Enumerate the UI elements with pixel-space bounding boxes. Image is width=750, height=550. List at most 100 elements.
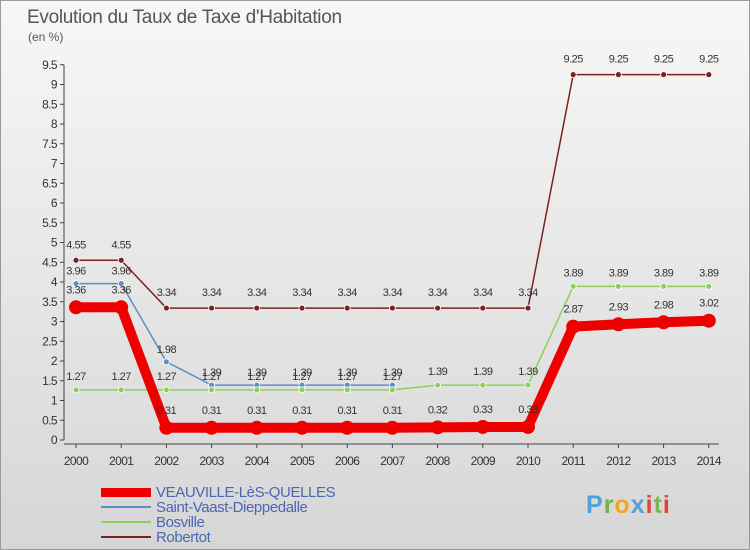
- data-point: [660, 282, 667, 290]
- data-point: [298, 386, 306, 394]
- x-tick-label: 2014: [697, 454, 722, 468]
- data-point: [615, 282, 622, 290]
- data-label: 1.39: [518, 366, 538, 378]
- data-label: 1.39: [428, 366, 448, 378]
- data-label: 9.25: [563, 54, 583, 66]
- y-tick-label: 8: [51, 117, 58, 131]
- x-tick-label: 2012: [606, 454, 631, 468]
- y-tick-label: 4.5: [42, 255, 58, 269]
- data-label: 0.31: [247, 405, 267, 417]
- data-label: 3.96: [66, 266, 86, 278]
- data-label: 0.31: [157, 405, 177, 417]
- data-point: [69, 300, 83, 315]
- data-label: 1.27: [292, 371, 312, 383]
- y-tick-label: 6: [51, 196, 58, 210]
- x-tick-label: 2001: [109, 454, 134, 468]
- data-point: [701, 313, 716, 328]
- data-point: [569, 71, 577, 79]
- data-point: [656, 315, 671, 330]
- data-label: 1.27: [202, 371, 222, 383]
- data-label: 4.55: [66, 239, 86, 251]
- x-tick-label: 2004: [245, 454, 270, 468]
- data-label: 3.34: [518, 287, 538, 299]
- y-tick-label: 5.5: [42, 216, 58, 230]
- data-point: [298, 304, 306, 312]
- data-label: 2.98: [654, 299, 674, 311]
- data-point: [117, 256, 125, 264]
- series-0: 3.36 3.36 0.31 0.31 0.31 0.31 0.31 0.31 0.32 0.33…: [66, 284, 719, 435]
- data-point: [162, 358, 170, 366]
- legend-label: VEAUVILLE-LèS-QUELLES: [156, 484, 336, 501]
- legend-label: Saint-Vaast-Dieppedalle: [156, 499, 308, 516]
- y-tick-label: 4: [51, 275, 58, 289]
- data-label: 3.34: [202, 287, 222, 299]
- data-point: [249, 420, 264, 435]
- x-tick-label: 2002: [154, 454, 179, 468]
- data-label: 0.31: [383, 405, 403, 417]
- data-point: [162, 386, 170, 394]
- data-label: 9.25: [609, 54, 629, 66]
- data-point: [208, 304, 216, 312]
- y-tick-label: 7.5: [42, 137, 58, 151]
- data-label: 1.39: [247, 367, 267, 379]
- legend-label: Robertot: [156, 529, 211, 546]
- data-label: 0.32: [428, 404, 448, 416]
- chart-title: Evolution du Taux de Taxe d'Habitation: [27, 7, 342, 28]
- data-label: 3.34: [337, 287, 357, 299]
- data-point: [159, 420, 174, 435]
- data-label: 1.39: [292, 367, 312, 379]
- data-point: [524, 304, 532, 312]
- data-label: 1.98: [157, 344, 177, 356]
- data-point: [72, 280, 80, 287]
- legend-swatch: [101, 506, 151, 508]
- data-point: [705, 71, 713, 79]
- data-point: [343, 386, 351, 394]
- data-label: 1.39: [337, 367, 357, 379]
- data-point: [521, 419, 535, 434]
- legend-swatch: [101, 487, 151, 497]
- series-2: 1.27 1.27 1.27 1.27 1.27 1.27 1.27 1.27 1.39 1.39…: [66, 267, 719, 394]
- data-label: 2.87: [563, 304, 583, 316]
- data-point: [569, 282, 577, 290]
- y-tick-label: 6.5: [42, 176, 58, 190]
- y-tick-label: 1.5: [42, 374, 58, 388]
- y-tick-label: 9: [51, 78, 58, 92]
- data-point: [340, 420, 355, 435]
- data-label: 1.39: [473, 366, 493, 378]
- x-tick-label: 2011: [561, 454, 585, 468]
- y-tick-label: 5: [51, 236, 58, 250]
- data-label: 1.27: [157, 371, 177, 383]
- data-label: 0.31: [337, 405, 357, 417]
- data-label: 1.27: [111, 371, 131, 383]
- y-tick-label: 3: [51, 315, 58, 329]
- y-tick-label: 2: [51, 354, 58, 368]
- unit-label: (en %): [28, 30, 64, 44]
- y-tick-label: 0.5: [42, 413, 58, 427]
- data-label: 4.55: [111, 239, 131, 251]
- data-point: [117, 386, 125, 394]
- data-label: 1.39: [383, 367, 403, 379]
- data-point: [388, 304, 396, 312]
- data-point: [114, 300, 129, 315]
- series-1: 3.96 3.96 1.98 1.39 1.39 1.39 1.39 1.39: [66, 266, 403, 389]
- data-point: [117, 280, 125, 287]
- x-tick-label: 2013: [651, 454, 676, 468]
- data-point: [566, 319, 581, 334]
- data-label: 3.34: [157, 287, 177, 299]
- data-label: 3.96: [111, 266, 131, 278]
- data-label: 3.89: [699, 267, 719, 279]
- data-point: [208, 386, 216, 394]
- x-tick-label: 2008: [425, 454, 450, 468]
- data-point: [611, 317, 626, 332]
- data-point: [388, 386, 396, 394]
- data-point: [479, 381, 487, 389]
- data-label: 1.27: [66, 371, 86, 383]
- data-label: 0.33: [518, 404, 538, 416]
- x-tick-label: 2005: [290, 454, 315, 468]
- x-tick-label: 2009: [471, 454, 496, 468]
- data-label: 0.31: [292, 405, 312, 417]
- data-point: [434, 381, 442, 389]
- data-point: [295, 420, 309, 435]
- y-tick-label: 1: [51, 394, 58, 408]
- data-label: 3.34: [473, 287, 493, 299]
